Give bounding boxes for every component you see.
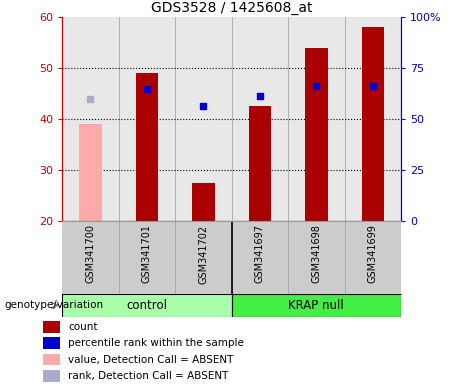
Title: GDS3528 / 1425608_at: GDS3528 / 1425608_at [151, 1, 313, 15]
Text: GSM341698: GSM341698 [311, 224, 321, 283]
Text: count: count [68, 322, 98, 332]
Text: genotype/variation: genotype/variation [5, 300, 104, 310]
Text: control: control [126, 299, 167, 312]
Bar [79, 124, 102, 221]
Bar [43, 354, 60, 366]
Text: KRAP null: KRAP null [289, 299, 344, 312]
Bar [43, 337, 60, 349]
Bar [62, 294, 231, 317]
Text: GSM341702: GSM341702 [198, 224, 208, 283]
Bar [136, 73, 158, 221]
Bar [43, 370, 60, 382]
Text: percentile rank within the sample: percentile rank within the sample [68, 338, 244, 348]
Bar [305, 48, 328, 221]
Text: value, Detection Call = ABSENT: value, Detection Call = ABSENT [68, 354, 233, 364]
Bar [231, 294, 401, 317]
Bar [248, 106, 271, 221]
Bar [192, 183, 215, 221]
Bar [361, 28, 384, 221]
Text: GSM341697: GSM341697 [255, 224, 265, 283]
Text: GSM341700: GSM341700 [85, 224, 95, 283]
Text: GSM341699: GSM341699 [368, 224, 378, 283]
Text: rank, Detection Call = ABSENT: rank, Detection Call = ABSENT [68, 371, 229, 381]
Text: GSM341701: GSM341701 [142, 224, 152, 283]
Bar [43, 321, 60, 333]
